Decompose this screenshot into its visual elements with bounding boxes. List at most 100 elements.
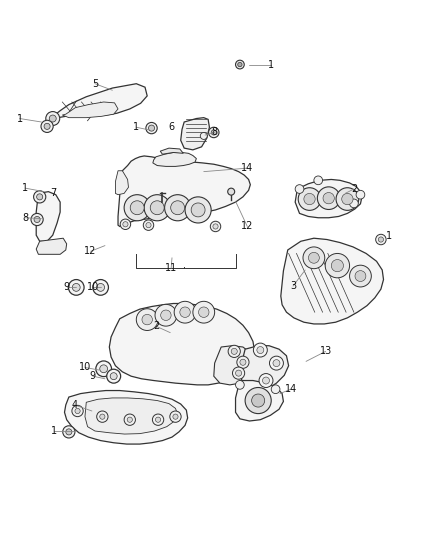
Circle shape [211, 130, 216, 135]
Circle shape [298, 188, 321, 211]
Circle shape [185, 197, 211, 223]
Circle shape [46, 111, 60, 125]
Circle shape [142, 314, 152, 325]
Text: 9: 9 [90, 371, 96, 381]
Text: 3: 3 [290, 281, 296, 291]
Circle shape [238, 62, 242, 67]
Polygon shape [295, 180, 362, 218]
Polygon shape [36, 192, 60, 241]
Circle shape [72, 284, 80, 292]
Circle shape [308, 252, 319, 263]
Circle shape [124, 195, 150, 221]
Circle shape [37, 194, 43, 200]
Circle shape [378, 237, 384, 242]
Circle shape [96, 361, 112, 377]
Circle shape [146, 123, 157, 134]
Text: 9: 9 [64, 282, 70, 293]
Circle shape [72, 405, 83, 417]
Text: 6: 6 [168, 122, 174, 132]
Circle shape [236, 370, 242, 376]
Circle shape [75, 408, 80, 414]
Circle shape [144, 195, 170, 221]
Circle shape [124, 414, 135, 425]
Polygon shape [281, 238, 384, 324]
Circle shape [93, 279, 109, 295]
Text: 14: 14 [241, 163, 254, 173]
Circle shape [107, 369, 120, 383]
Circle shape [240, 359, 246, 365]
Circle shape [198, 307, 209, 318]
Circle shape [228, 188, 235, 195]
Polygon shape [118, 156, 251, 227]
Polygon shape [153, 152, 196, 166]
Circle shape [148, 125, 155, 131]
Text: 5: 5 [92, 79, 98, 88]
Circle shape [97, 411, 108, 422]
Circle shape [31, 213, 43, 225]
Polygon shape [110, 303, 254, 385]
Circle shape [245, 387, 271, 414]
Circle shape [304, 193, 315, 205]
Circle shape [34, 191, 46, 203]
Polygon shape [85, 398, 178, 434]
Circle shape [273, 360, 280, 367]
Circle shape [213, 224, 218, 229]
Text: 10: 10 [79, 362, 91, 373]
Text: 12: 12 [241, 221, 254, 231]
Polygon shape [36, 238, 67, 254]
Circle shape [350, 265, 371, 287]
Polygon shape [64, 391, 187, 444]
Text: 1: 1 [268, 60, 274, 70]
Circle shape [350, 199, 358, 208]
Circle shape [123, 222, 128, 227]
Circle shape [171, 201, 185, 215]
Circle shape [262, 377, 269, 384]
Circle shape [237, 356, 249, 368]
Text: 1: 1 [22, 183, 28, 193]
Text: 2: 2 [351, 184, 357, 194]
Circle shape [356, 190, 365, 199]
Circle shape [193, 301, 215, 323]
Circle shape [208, 127, 219, 138]
Circle shape [146, 223, 151, 228]
Text: 13: 13 [319, 346, 332, 357]
Circle shape [259, 374, 273, 387]
Circle shape [295, 184, 304, 193]
Circle shape [253, 343, 267, 357]
Polygon shape [214, 346, 254, 385]
Polygon shape [62, 102, 118, 118]
Circle shape [303, 247, 325, 269]
Text: 4: 4 [71, 400, 78, 410]
Circle shape [161, 310, 171, 320]
Circle shape [271, 385, 280, 393]
Text: 12: 12 [85, 246, 97, 256]
Circle shape [66, 429, 72, 435]
Polygon shape [236, 381, 283, 421]
Circle shape [150, 201, 164, 215]
Circle shape [236, 381, 244, 389]
Circle shape [325, 254, 350, 278]
Circle shape [63, 426, 75, 438]
Circle shape [44, 123, 50, 130]
Circle shape [236, 60, 244, 69]
Circle shape [143, 220, 154, 230]
Text: 8: 8 [212, 127, 218, 138]
Circle shape [152, 414, 164, 425]
Circle shape [170, 411, 181, 422]
Circle shape [165, 195, 191, 221]
Text: 2: 2 [153, 321, 159, 331]
Circle shape [174, 301, 196, 323]
Polygon shape [242, 346, 289, 393]
Circle shape [355, 271, 366, 281]
Circle shape [252, 394, 265, 407]
Circle shape [100, 414, 105, 419]
Circle shape [155, 304, 177, 326]
Circle shape [130, 201, 144, 215]
Circle shape [336, 188, 359, 211]
Text: 1: 1 [51, 426, 57, 436]
Text: 8: 8 [22, 213, 28, 223]
Circle shape [314, 176, 322, 184]
Circle shape [120, 219, 131, 230]
Text: 14: 14 [285, 384, 297, 394]
Polygon shape [181, 118, 209, 150]
